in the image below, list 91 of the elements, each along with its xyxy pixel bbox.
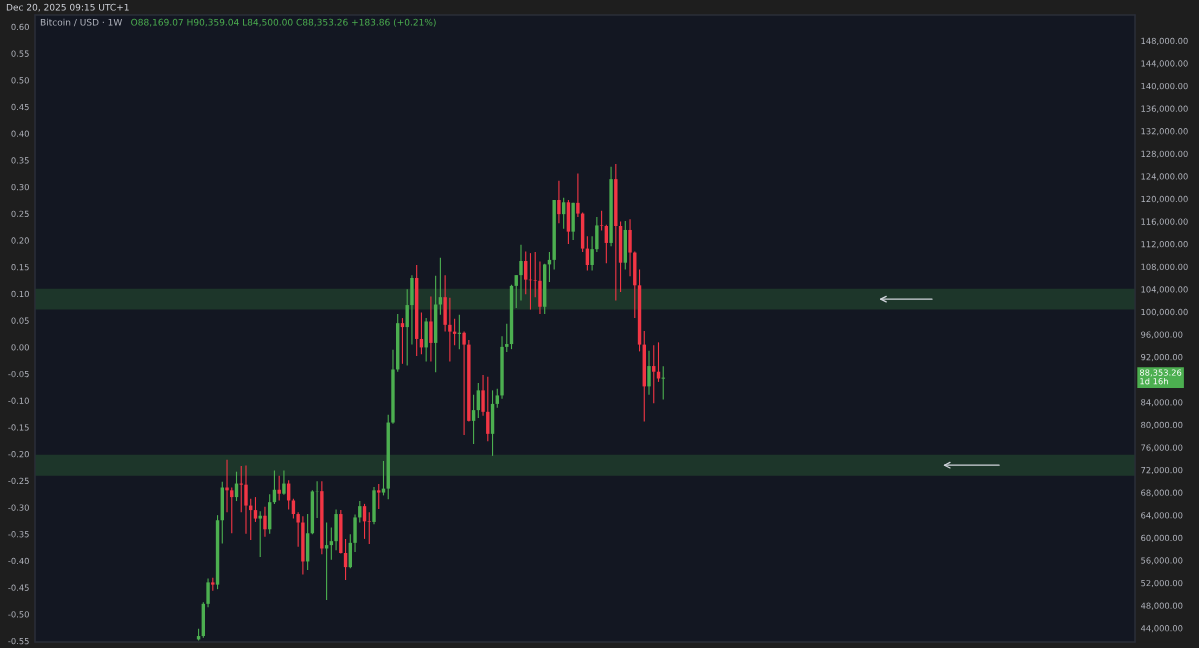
- candlestick: [400, 317, 405, 365]
- y2-tick-label: 52,000.00: [1141, 579, 1183, 588]
- y2-tick-label: 48,000.00: [1140, 602, 1183, 610]
- y2-tick-label: 68,000.00: [1141, 489, 1183, 497]
- candlestick: [244, 464, 248, 535]
- y2-tick-label: 76,000.00: [1141, 444, 1183, 452]
- y-tick-label: 0.15: [11, 264, 29, 271]
- candlestick: [590, 235, 594, 272]
- candlestick: [462, 331, 466, 436]
- candlestick: [628, 218, 632, 277]
- y2-tick-label: 96,000.00: [1141, 331, 1183, 339]
- y-tick-label: -0.05: [8, 370, 29, 378]
- candlestick: [367, 511, 371, 545]
- y2-tick-label: 56,000.00: [1141, 557, 1183, 565]
- candlestick: [377, 483, 381, 510]
- candlestick: [206, 577, 210, 608]
- y-tick-label: 0.60: [11, 23, 29, 31]
- y2-tick-label: 124,000.00: [1141, 173, 1188, 181]
- candlestick: [381, 460, 386, 496]
- y2-tick-label: 64,000.00: [1141, 512, 1183, 520]
- candlestick: [481, 374, 485, 417]
- candlestick: [296, 511, 300, 548]
- candlestick: [505, 323, 509, 353]
- y-tick-label: -0.55: [8, 637, 29, 645]
- y-tick-label: 0.25: [11, 210, 29, 217]
- chart-title: Bitcoin / USD · 1W: [40, 18, 123, 27]
- y-tick-label: -0.50: [8, 611, 29, 618]
- y2-tick-label: 80,000.00: [1141, 421, 1183, 429]
- candlestick: [405, 288, 409, 367]
- candlestick: [329, 527, 334, 561]
- y2-tick-label: 112,000.00: [1141, 241, 1188, 249]
- y-tick-label: -0.10: [8, 397, 29, 404]
- y-tick-label: 0.10: [11, 290, 29, 298]
- y-tick-label: -0.40: [8, 557, 29, 565]
- y2-tick-label: 144,000.00: [1141, 60, 1188, 68]
- candlestick: [519, 244, 523, 302]
- y-tick-label: -0.45: [8, 584, 29, 591]
- candlestick: [282, 469, 286, 496]
- y2-tick-label: 140,000.00: [1141, 82, 1188, 91]
- y2-tick-label: 100,000.00: [1141, 308, 1188, 316]
- candlestick: [495, 388, 499, 409]
- candlestick: [561, 197, 566, 230]
- y-tick-label: 0.20: [11, 237, 29, 244]
- candlestick: [576, 172, 580, 218]
- y-tick-label: -0.25: [8, 477, 29, 484]
- text: 88,353.26 1d 16h: [1139, 369, 1182, 385]
- candlestick: [277, 475, 281, 502]
- y2-tick-label: 44,000.00: [1140, 625, 1183, 633]
- chart-subtitle: O88,169.07 H90,359.04 L84,500.00 C88,353.26 +183.86 (+0.21%): [131, 18, 436, 27]
- candlestick: [647, 350, 651, 396]
- candlestick: [599, 210, 604, 232]
- candlestick: [533, 251, 537, 298]
- y2-tick-label: 128,000.00: [1141, 150, 1188, 158]
- candlestick: [486, 376, 490, 442]
- candlestick: [448, 297, 452, 363]
- y-tick-label: 0.05: [11, 317, 29, 324]
- candlestick: [258, 510, 262, 558]
- y-tick-label: 0.30: [11, 183, 29, 191]
- candlestick: [253, 496, 258, 523]
- y-tick-label: -0.20: [8, 450, 29, 458]
- y2-tick-label: 136,000.00: [1141, 105, 1188, 113]
- y-tick-label: -0.35: [8, 531, 29, 538]
- candlestick: [476, 382, 481, 419]
- y2-tick-label: 84,000.00: [1141, 399, 1183, 407]
- candlestick: [429, 296, 433, 363]
- y-tick-label: 0.50: [11, 77, 29, 84]
- y2-tick-label: 120,000.00: [1141, 195, 1188, 204]
- y-tick-label: 0.00: [11, 344, 29, 351]
- y-tick-label: -0.30: [8, 504, 29, 511]
- y2-tick-label: 60,000.00: [1141, 534, 1183, 542]
- candlestick: [652, 344, 656, 404]
- y2-tick-label: 108,000.00: [1141, 263, 1188, 271]
- y2-tick-label: 92,000.00: [1141, 354, 1183, 362]
- y2-tick-label: 72,000.00: [1141, 466, 1183, 475]
- y-tick-label: 0.45: [11, 103, 29, 111]
- y-tick-label: -0.15: [8, 424, 29, 431]
- y2-tick-label: 132,000.00: [1141, 128, 1188, 136]
- candlestick: [438, 257, 443, 316]
- candlestick: [230, 486, 234, 534]
- y-tick-label: 0.35: [11, 157, 29, 164]
- y-tick-label: 0.55: [11, 50, 29, 57]
- y2-tick-label: 104,000.00: [1141, 286, 1188, 294]
- candlestick: [291, 498, 296, 520]
- y2-tick-label: 116,000.00: [1141, 218, 1188, 226]
- y-tick-label: 0.40: [11, 130, 29, 137]
- candlestick: [557, 180, 561, 224]
- candlestick: [263, 506, 267, 538]
- candlestick: [225, 459, 229, 513]
- y2-tick-label: 148,000.00: [1141, 37, 1188, 45]
- text: Dec 20, 2025 09:15 UTC+1: [6, 3, 129, 12]
- candlestick: [595, 216, 599, 253]
